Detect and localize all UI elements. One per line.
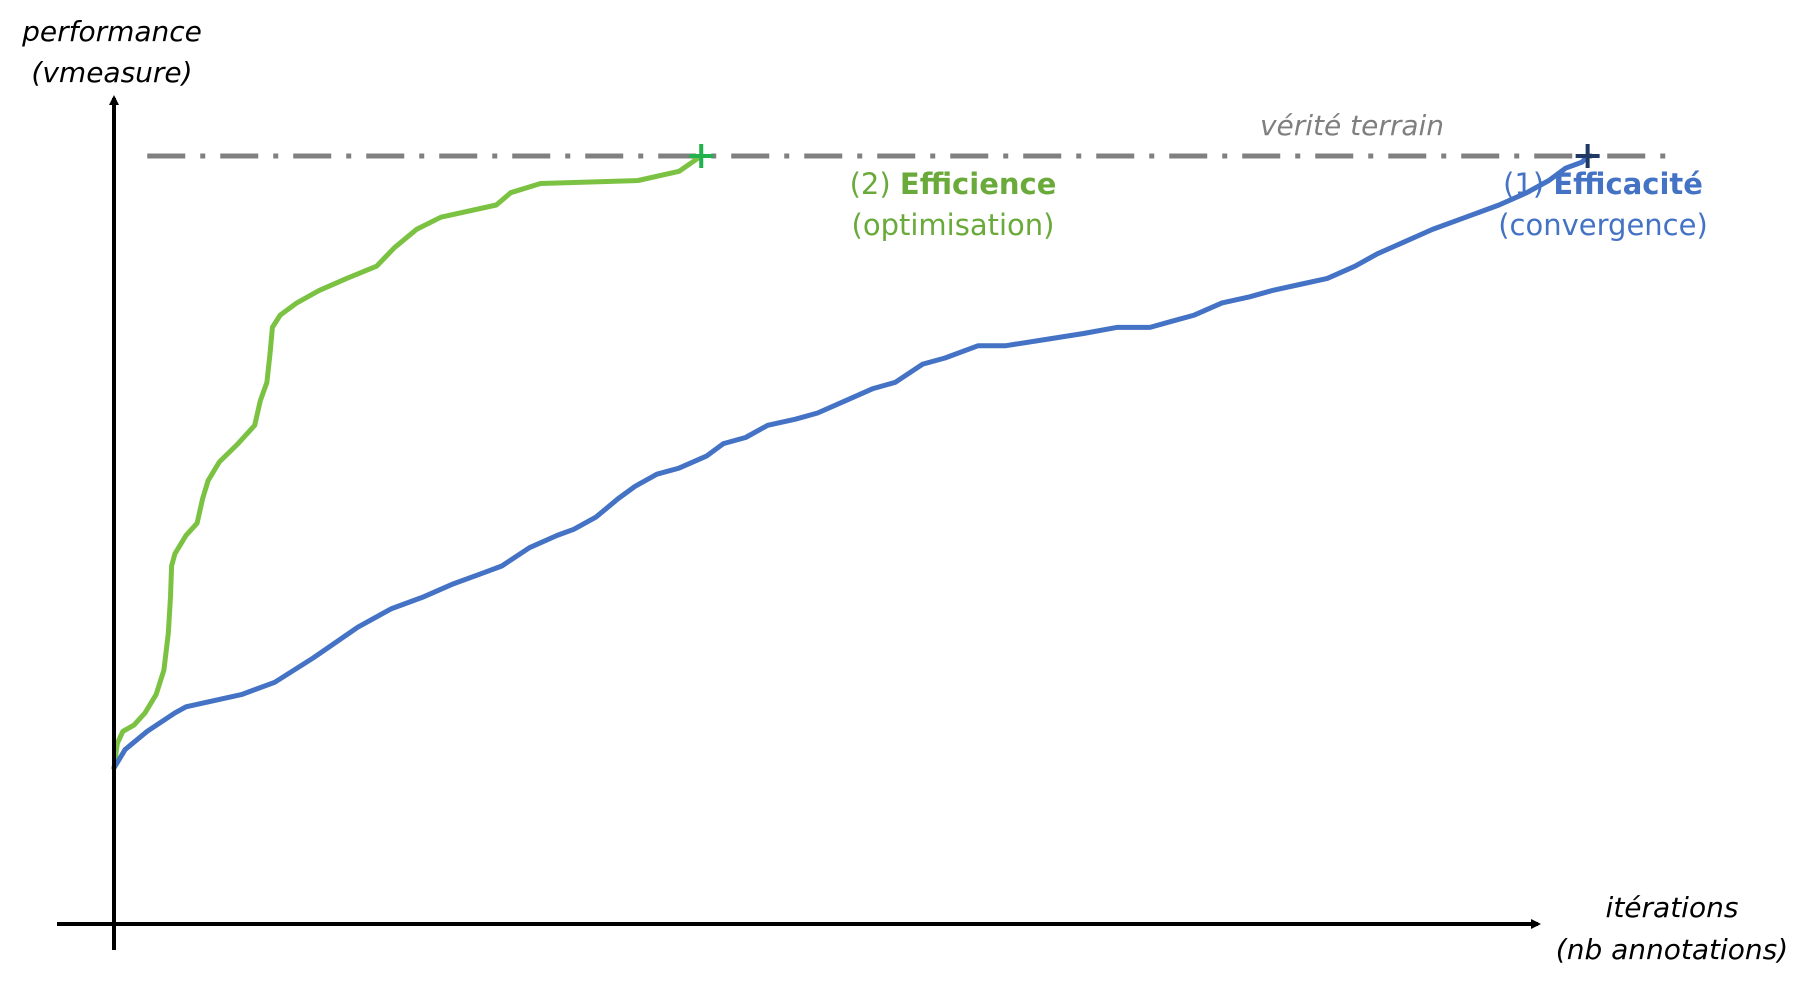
y-axis-label-line1: performance [21, 15, 202, 48]
x-axis-label-line1: itérations [1606, 891, 1739, 924]
efficience-sublabel: (optimisation) [852, 208, 1055, 242]
efficience-label-prefix: (2) [850, 167, 900, 201]
efficacite-label: (1) Efficacité [1503, 167, 1703, 201]
efficience-label: (2) Efficience [850, 167, 1057, 201]
efficacite-label-bold: Efficacité [1553, 167, 1703, 201]
y-axis-label-line2: (vmeasure) [31, 56, 192, 89]
efficience-series-line [111, 153, 704, 771]
efficacite-series-line [111, 153, 1591, 771]
series-group [111, 144, 1600, 771]
efficience-end-marker [689, 144, 714, 168]
x-axis-label-line2: (nb annotations) [1556, 933, 1788, 966]
efficience-label-bold: Efficience [900, 167, 1056, 201]
efficacite-label-prefix: (1) [1503, 167, 1553, 201]
efficacite-sublabel: (convergence) [1498, 208, 1708, 242]
ground-truth-label: vérité terrain [1260, 109, 1444, 142]
efficacite-end-marker [1575, 144, 1600, 168]
